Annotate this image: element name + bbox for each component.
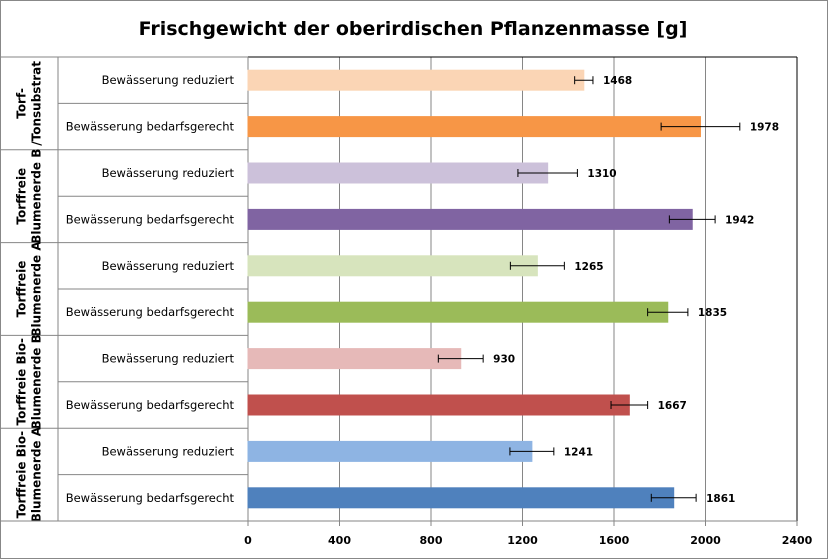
bar [247, 255, 538, 277]
bar [247, 440, 533, 462]
bar [247, 394, 630, 416]
x-tick-label: 2000 [690, 534, 721, 547]
bar [247, 162, 549, 184]
bar [247, 116, 701, 138]
category-label: Bewässerung bedarfsgerecht [66, 120, 235, 134]
data-label: 1835 [698, 307, 727, 319]
category-label: Bewässerung reduziert [102, 166, 235, 180]
x-tick-label: 400 [328, 534, 351, 547]
group-label: Blumenerde A [30, 426, 44, 522]
data-label: 1861 [706, 493, 735, 505]
bar [247, 301, 669, 323]
data-label: 1241 [564, 446, 593, 458]
bar [247, 487, 675, 509]
category-label: Bewässerung reduziert [102, 444, 235, 458]
x-tick-label: 0 [244, 534, 252, 547]
chart-title: Frischgewicht der oberirdischen Pflanzen… [139, 18, 688, 40]
group-label: Blumenerde A [30, 241, 44, 337]
category-label: Bewässerung reduziert [102, 259, 235, 273]
data-label: 1978 [750, 122, 779, 134]
group-label: Blumenerde B [30, 334, 44, 429]
data-label: 1667 [658, 400, 687, 412]
group-label: /Tonsubstrat [30, 61, 44, 146]
category-label: Bewässerung reduziert [102, 73, 235, 87]
x-tick-label: 1200 [507, 534, 538, 547]
bar [247, 69, 585, 91]
group-label: Torf- [15, 88, 29, 119]
category-label: Bewässerung bedarfsgerecht [66, 212, 235, 226]
category-label: Bewässerung bedarfsgerecht [66, 305, 235, 319]
group-label: Torffreie [15, 168, 29, 225]
group-label: Torffreie Bio- [15, 431, 29, 518]
x-tick-label: 1600 [599, 534, 630, 547]
data-label: 1942 [725, 214, 754, 226]
group-label: Blumenerde B [30, 149, 44, 244]
bar [247, 208, 693, 230]
category-label: Bewässerung bedarfsgerecht [66, 398, 235, 412]
group-label: Torffreie [15, 261, 29, 318]
bar [247, 348, 462, 370]
group-label: Torffreie Bio- [15, 338, 29, 425]
data-label: 1310 [587, 168, 616, 180]
category-label: Bewässerung bedarfsgerecht [66, 491, 235, 505]
x-tick-label: 800 [420, 534, 443, 547]
data-label: 1468 [603, 75, 632, 87]
category-label: Bewässerung reduziert [102, 352, 235, 366]
data-label: 1265 [574, 261, 603, 273]
x-tick-label: 2400 [782, 534, 813, 547]
data-label: 930 [493, 354, 515, 366]
